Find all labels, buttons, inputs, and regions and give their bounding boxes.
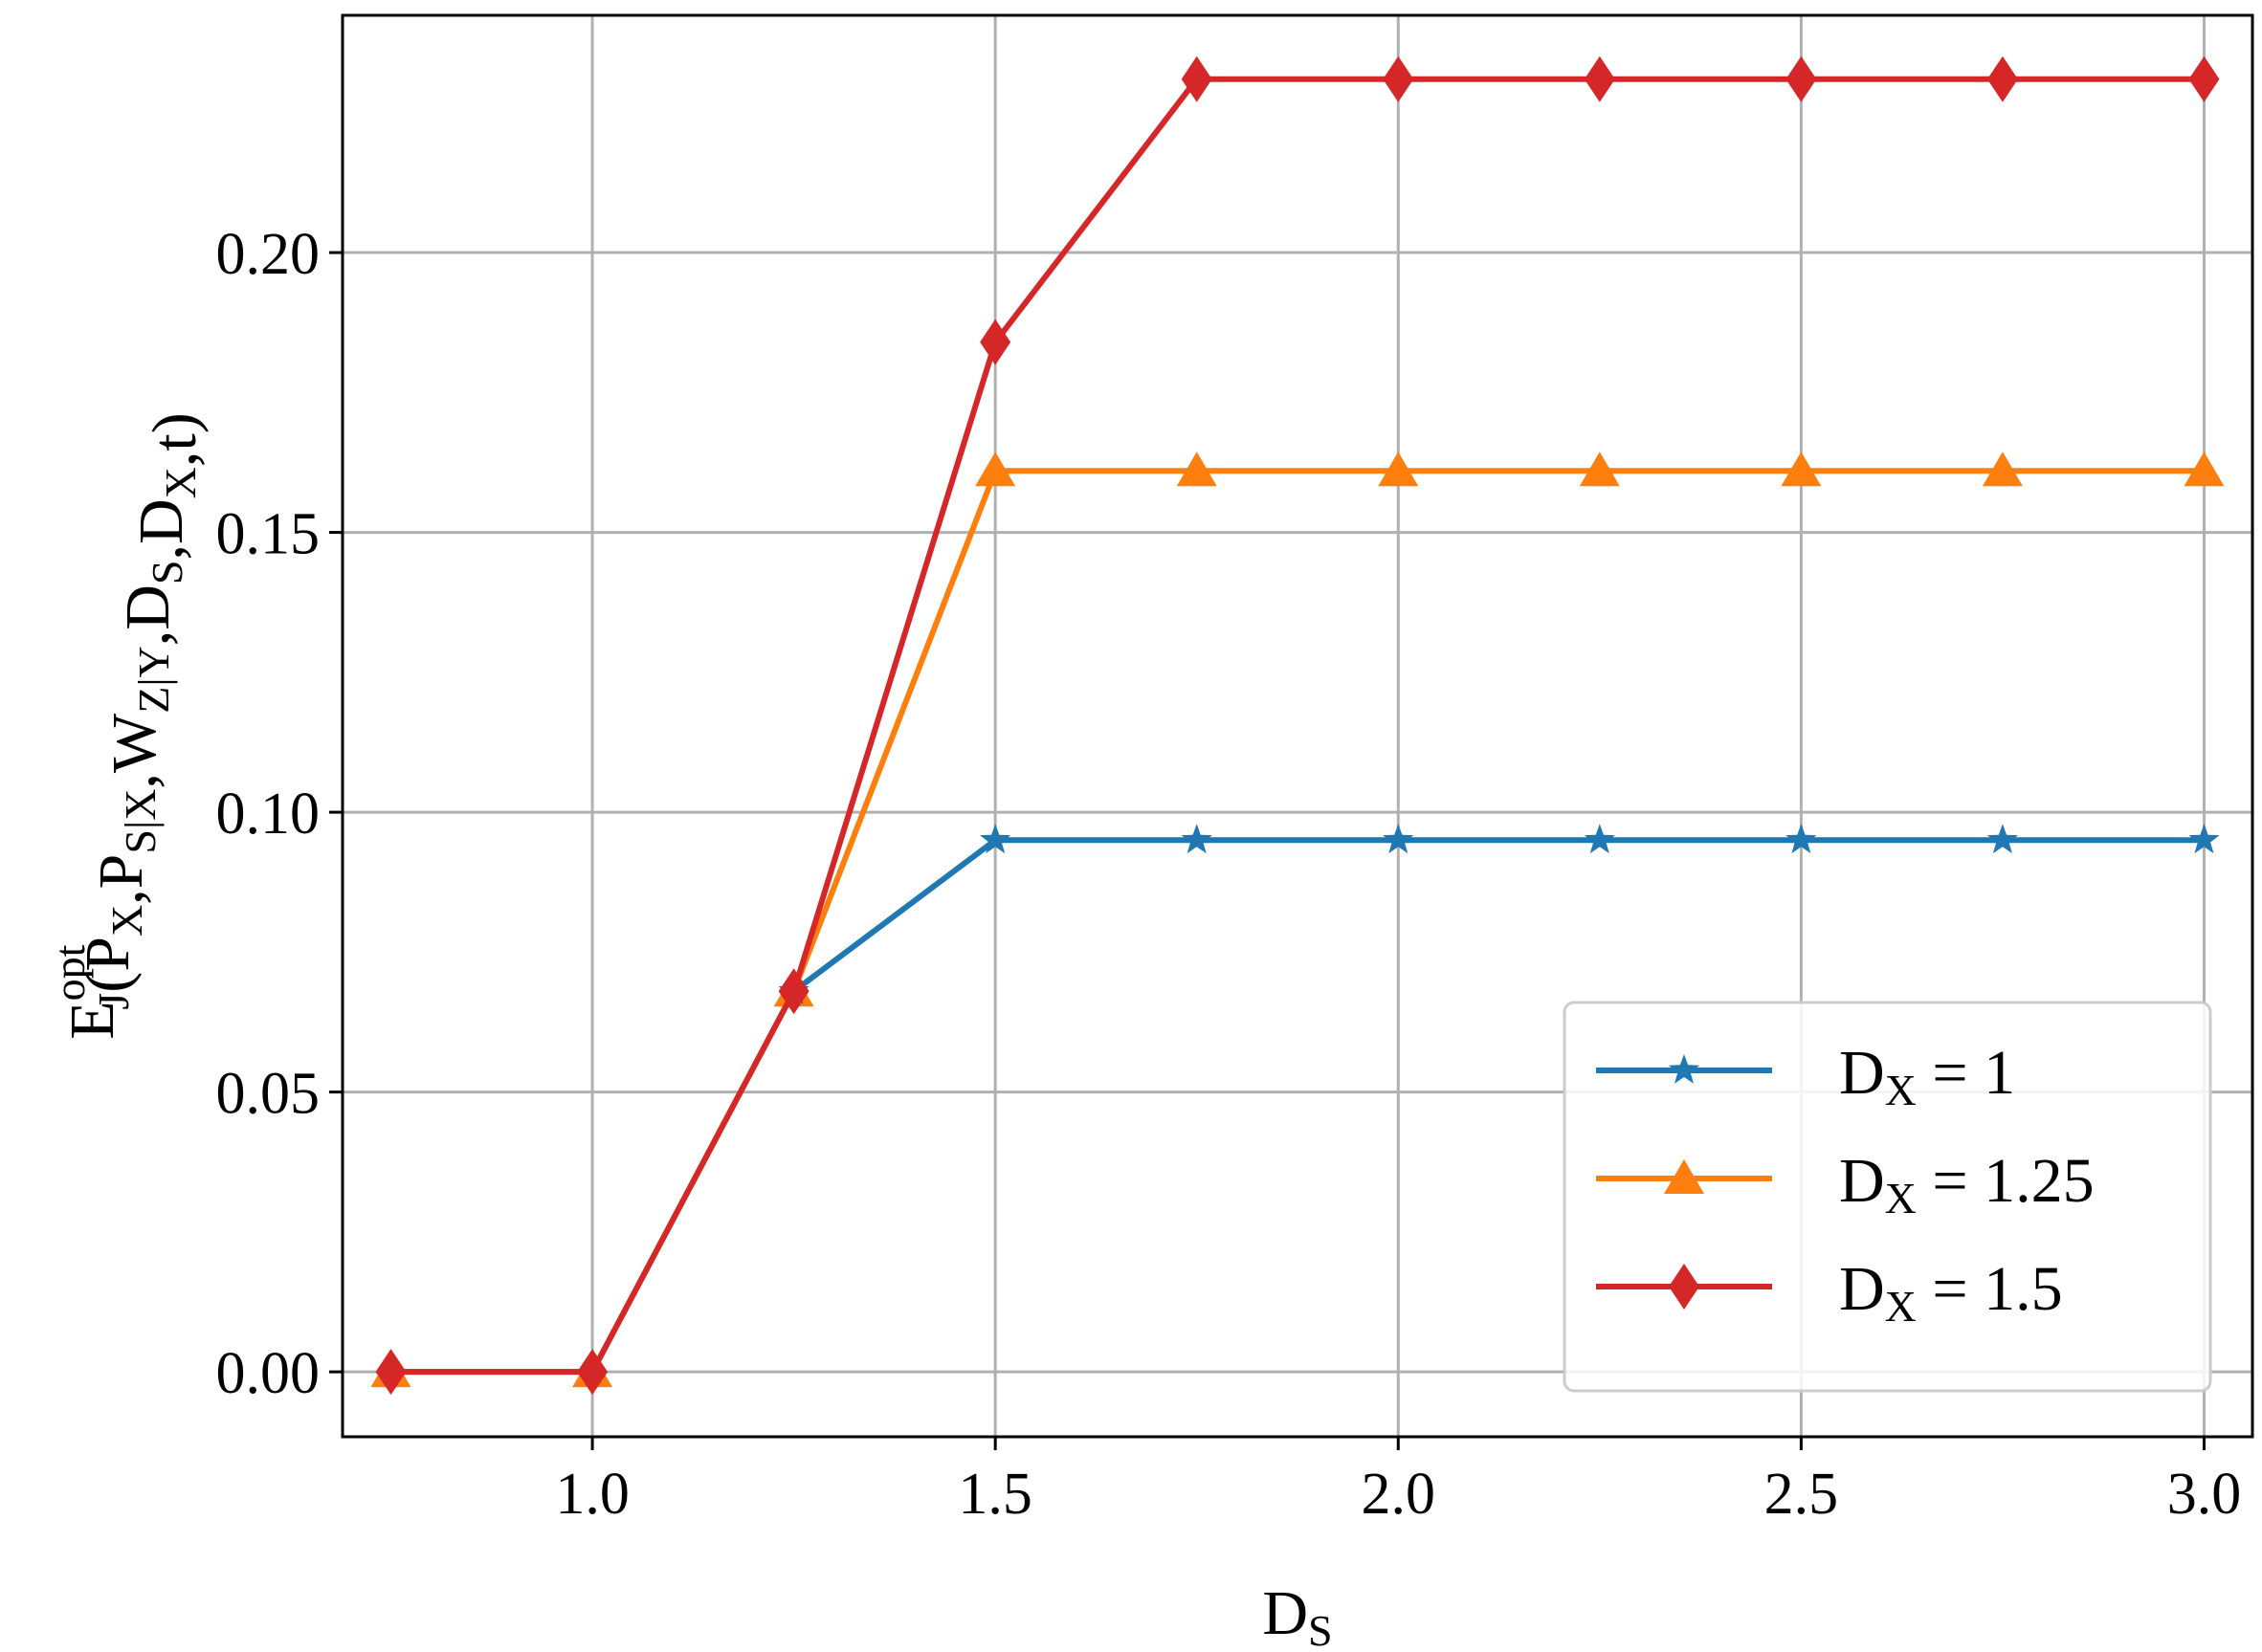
legend-entry: DX = 1 (1596, 1038, 2015, 1114)
y-tick-label: 0.20 (216, 222, 321, 287)
data-point (2184, 452, 2225, 487)
y-tick-label: 0.05 (216, 1062, 321, 1127)
legend-label: DX = 1.25 (1839, 1146, 2095, 1222)
data-point (1781, 452, 1822, 487)
x-tick-label: 2.5 (1764, 1462, 1839, 1527)
data-point (1986, 824, 2019, 854)
data-point (975, 452, 1016, 487)
data-point (980, 824, 1011, 854)
legend-box (1563, 1001, 2212, 1393)
data-point (1579, 452, 1620, 487)
data-point (1383, 55, 1414, 102)
x-tick-label: 1.5 (958, 1462, 1032, 1527)
legend-marker (1664, 1159, 1704, 1194)
x-tick-label: 1.0 (555, 1462, 630, 1527)
x-tick-label: 3.0 (2167, 1462, 2242, 1527)
x-axis-label: DS (1262, 1578, 1332, 1652)
data-point (2188, 824, 2220, 854)
legend: DX = 1 DX = 1.25 DX = 1.5 (1563, 1001, 2212, 1393)
series-diamond (375, 55, 2220, 1396)
data-point (1181, 55, 1212, 102)
data-point (1181, 824, 1212, 854)
data-point (1982, 452, 2023, 487)
data-point (1785, 55, 1817, 102)
x-tick-label: 2.0 (1362, 1462, 1436, 1527)
plot-frame (341, 13, 2254, 1439)
data-point (1176, 452, 1217, 487)
y-axis-label: EoptJ(PX,PS|X,WZ|Y,DS,DX,t) (45, 412, 210, 1040)
x-axis-label-sub: S (1308, 1606, 1333, 1652)
legend-label: DX = 1.5 (1839, 1254, 2063, 1331)
y-tick-label: 0.00 (216, 1341, 321, 1406)
data-point (1378, 452, 1419, 487)
series-star (778, 824, 2220, 1005)
data-point (1986, 55, 2018, 102)
ticks: 1.0 1.5 2.0 2.5 3.0 0.00 0.05 0.10 0.15 0.20 (216, 222, 2242, 1527)
series-line (390, 76, 2205, 1376)
series-line (791, 837, 2205, 994)
data-point (1785, 824, 1817, 854)
legend-label: DX = 1 (1839, 1038, 2015, 1114)
data-point (1584, 55, 1615, 102)
y-tick-label: 0.10 (216, 782, 321, 847)
y-tick-label: 0.15 (216, 502, 321, 567)
legend-marker (1669, 1264, 1699, 1310)
grid (343, 15, 2252, 1437)
data-point (778, 968, 809, 1015)
data-point (1383, 824, 1414, 854)
data-point (2188, 55, 2220, 102)
legend-entry: DX = 1.5 (1596, 1254, 2063, 1331)
legend-entry: DX = 1.25 (1596, 1146, 2095, 1222)
x-axis-label-main: D (1262, 1578, 1308, 1648)
legend-marker (1668, 1054, 1700, 1084)
data-point (375, 1349, 407, 1396)
data-point (980, 319, 1011, 365)
series-layer (370, 55, 2225, 1396)
data-point (1584, 824, 1615, 854)
data-point (577, 1349, 609, 1396)
